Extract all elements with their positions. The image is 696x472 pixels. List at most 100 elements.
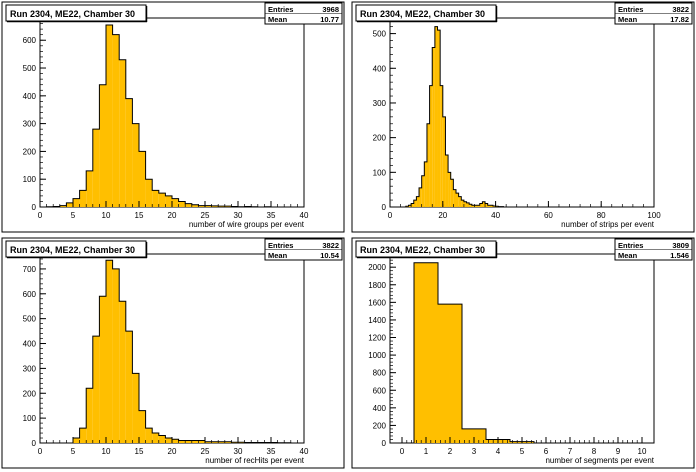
y-tick-label: 100: [23, 414, 37, 423]
x-tick-label: 15: [135, 447, 144, 456]
histogram-bar: [416, 196, 420, 207]
histogram-bar: [437, 30, 441, 207]
histogram-bar: [86, 388, 93, 443]
y-tick-label: 0: [382, 203, 387, 212]
y-tick-label: 200: [373, 134, 387, 143]
histogram-bar: [485, 203, 488, 207]
x-tick-label: 9: [616, 447, 621, 456]
histogram-bar: [106, 260, 113, 443]
histogram-bar: [411, 203, 414, 207]
histogram-bar: [471, 205, 475, 207]
histogram-bar: [198, 205, 205, 207]
histogram-bar: [139, 410, 146, 443]
stats-entries-label: Entries: [268, 5, 293, 14]
histogram-bar: [445, 154, 449, 207]
x-axis-label: number of strips per event: [561, 220, 655, 229]
histogram-bar: [205, 441, 212, 443]
histogram-bar: [458, 196, 462, 207]
histogram-bar: [450, 179, 454, 207]
x-tick-label: 1: [424, 447, 429, 456]
histogram-bar: [119, 301, 126, 443]
x-tick-label: 20: [168, 211, 177, 220]
histogram-bar: [224, 441, 232, 443]
y-tick-label: 600: [373, 386, 387, 395]
stats-mean-label: Mean: [618, 251, 638, 260]
x-tick-label: 4: [496, 447, 501, 456]
x-tick-label: 25: [201, 447, 210, 456]
stats-box: Entries 3822 Mean 17.82: [614, 2, 693, 25]
histogram-bar: [119, 59, 126, 207]
histogram-bar: [79, 428, 87, 443]
stats-mean-label: Mean: [268, 251, 288, 260]
y-tick-label: 0: [32, 203, 37, 212]
histogram-bar: [185, 440, 192, 443]
histogram-bar: [205, 205, 212, 207]
title-box: Run 2304, ME22, Chamber 30: [355, 4, 498, 23]
chart-title: Run 2304, ME22, Chamber 30: [360, 9, 485, 19]
histogram-bar: [413, 200, 417, 207]
histogram-bar: [482, 201, 486, 207]
y-tick-label: 700: [23, 265, 37, 274]
y-tick-label: 1800: [368, 281, 386, 290]
histogram-bar: [490, 205, 493, 207]
y-tick-label: 400: [373, 404, 387, 413]
stats-box: Entries 3968 Mean 10.77: [264, 2, 343, 25]
histogram-bar: [165, 195, 172, 207]
histogram-bar: [448, 172, 451, 207]
x-tick-label: 0: [38, 447, 43, 456]
histogram-pad: 0 5 10 15 20 25 30 35 400100200300400500600700nu…: [1, 237, 345, 469]
y-tick-label: 800: [373, 369, 387, 378]
stats-entries-value: 3822: [672, 5, 689, 14]
histogram-bar: [92, 336, 100, 443]
chart-title: Run 2304, ME22, Chamber 30: [360, 245, 485, 255]
x-tick-label: 5: [520, 447, 525, 456]
y-tick-label: 200: [373, 421, 387, 430]
stats-mean-value: 10.77: [320, 15, 339, 24]
y-tick-label: 200: [23, 147, 37, 156]
x-tick-label: 80: [597, 211, 606, 220]
x-tick-label: 3: [472, 447, 477, 456]
stats-entries-label: Entries: [268, 241, 293, 250]
y-tick-label: 600: [23, 290, 37, 299]
histogram-bar: [112, 34, 120, 208]
x-tick-label: 40: [491, 211, 500, 220]
stats-mean-value: 10.54: [320, 251, 340, 260]
y-tick-label: 1200: [368, 334, 386, 343]
y-tick-label: 600: [23, 36, 37, 45]
histogram-bar: [185, 203, 192, 207]
histogram-bar: [178, 440, 186, 443]
histogram-bar: [429, 85, 433, 207]
histogram-bar: [469, 204, 472, 207]
histogram-bar: [178, 201, 186, 207]
histogram-bar: [132, 123, 139, 207]
histogram-bar: [211, 441, 219, 443]
y-tick-label: 500: [23, 64, 37, 73]
histogram-bar: [66, 202, 73, 207]
chart-title: Run 2304, ME22, Chamber 30: [10, 245, 135, 255]
y-tick-label: 500: [23, 315, 37, 324]
histogram-bar: [152, 190, 159, 207]
histogram-bar: [92, 129, 100, 207]
y-tick-label: 100: [23, 175, 37, 184]
x-tick-label: 40: [300, 211, 309, 220]
histogram-bar: [112, 268, 120, 443]
histogram-bar: [487, 205, 491, 207]
histogram-bar: [158, 193, 166, 207]
histogram-pad: 0 5 10 15 20 25 30 35 400100200300400500600numbe…: [1, 1, 345, 233]
x-tick-label: 15: [135, 211, 144, 220]
x-tick-label: 5: [71, 447, 76, 456]
stats-entries-label: Entries: [618, 241, 643, 250]
x-tick-label: 0: [388, 211, 393, 220]
histogram-bar: [86, 170, 93, 207]
histogram-bar: [492, 205, 496, 207]
stats-entries-value: 3968: [322, 5, 339, 14]
x-tick-label: 10: [102, 211, 111, 220]
x-tick-label: 35: [267, 447, 276, 456]
x-tick-label: 100: [647, 211, 661, 220]
histogram-bar: [106, 24, 113, 207]
stats-mean-label: Mean: [618, 15, 638, 24]
histogram-bar: [479, 203, 483, 207]
histogram-bar: [218, 441, 225, 443]
histogram-bar: [158, 435, 166, 443]
chart-title: Run 2304, ME22, Chamber 30: [10, 9, 135, 19]
